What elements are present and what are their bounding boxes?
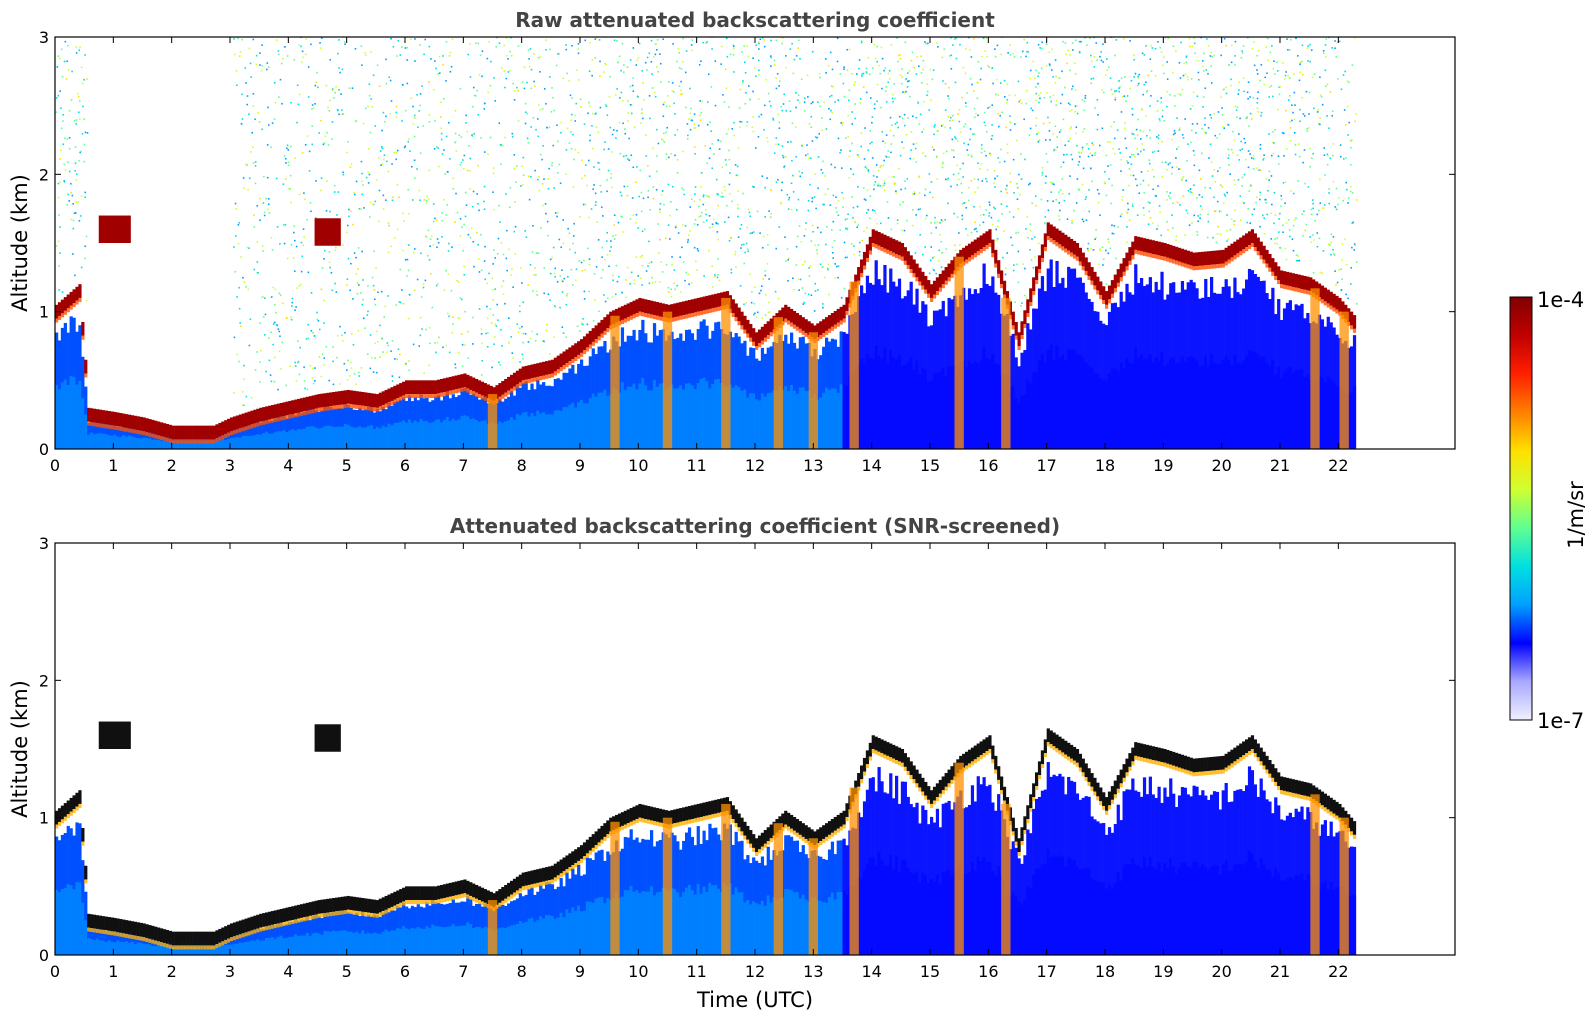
top-x-tick-label-0: 0 — [50, 456, 60, 475]
bottom-y-axis-label: Altitude (km) — [8, 680, 32, 818]
bottom-x-tick-label-18: 18 — [1095, 962, 1115, 981]
bottom-x-tick-label-17: 17 — [1036, 962, 1056, 981]
bottom-x-tick-label-21: 21 — [1270, 962, 1290, 981]
top-x-tick-label-5: 5 — [342, 456, 352, 475]
bottom-y-ticks: 0 1 2 3 — [39, 534, 1455, 965]
top-x-tick-label-22: 22 — [1328, 456, 1348, 475]
bottom-x-tick-label-1: 1 — [108, 962, 118, 981]
bottom-heatmap — [55, 721, 1357, 955]
top-heatmap — [55, 37, 1358, 449]
colorbar-max-label: 1e-4 — [1537, 288, 1584, 312]
top-x-tick-label-1: 1 — [108, 456, 118, 475]
bottom-y-tick-label-0: 0 — [39, 946, 49, 965]
colorbar-unit-label: 1/m/sr — [1564, 481, 1588, 549]
top-x-tick-label-8: 8 — [517, 456, 527, 475]
top-x-ticks: 0 1 2 3 4 5 6 7 8 9 10 11 12 13 14 15 16 17 18 19 20 21 22 — [50, 37, 1349, 475]
x-axis-label: Time (UTC) — [696, 988, 813, 1012]
top-x-tick-label-16: 16 — [978, 456, 998, 475]
bottom-x-tick-label-2: 2 — [167, 962, 177, 981]
top-x-tick-label-12: 12 — [745, 456, 765, 475]
top-x-tick-label-19: 19 — [1153, 456, 1173, 475]
top-y-tick-label-3: 3 — [39, 28, 49, 47]
bottom-x-tick-label-11: 11 — [686, 962, 706, 981]
bottom-y-tick-label-3: 3 — [39, 534, 49, 553]
bottom-x-ticks: 0 1 2 3 4 5 6 7 8 9 10 11 12 13 14 15 16 17 18 19 20 21 22 — [50, 543, 1349, 981]
bottom-x-tick-label-3: 3 — [225, 962, 235, 981]
colorbar-min-label: 1e-7 — [1537, 709, 1584, 733]
bottom-x-tick-label-8: 8 — [517, 962, 527, 981]
top-x-tick-label-9: 9 — [575, 456, 585, 475]
bottom-x-tick-label-5: 5 — [342, 962, 352, 981]
colorbar: 1e-4 1e-7 1/m/sr — [1509, 288, 1588, 733]
bottom-x-tick-label-10: 10 — [628, 962, 648, 981]
bottom-x-tick-label-9: 9 — [575, 962, 585, 981]
bottom-x-tick-label-13: 13 — [803, 962, 823, 981]
bottom-x-tick-label-4: 4 — [283, 962, 293, 981]
bottom-x-tick-label-20: 20 — [1211, 962, 1231, 981]
top-x-tick-label-14: 14 — [861, 456, 881, 475]
top-x-tick-label-3: 3 — [225, 456, 235, 475]
bottom-x-tick-label-15: 15 — [920, 962, 940, 981]
top-y-axis-label: Altitude (km) — [8, 174, 32, 312]
bottom-panel: Attenuated backscattering coefficient (S… — [8, 514, 1456, 1012]
bottom-x-tick-label-16: 16 — [978, 962, 998, 981]
top-y-tick-label-1: 1 — [39, 303, 49, 322]
top-x-tick-label-18: 18 — [1095, 456, 1115, 475]
top-panel: Raw attenuated backscattering coefficien… — [8, 8, 1456, 475]
top-y-tick-label-2: 2 — [39, 165, 49, 184]
bottom-panel-title: Attenuated backscattering coefficient (S… — [450, 514, 1060, 538]
top-x-tick-label-6: 6 — [400, 456, 410, 475]
bottom-x-tick-label-7: 7 — [458, 962, 468, 981]
bottom-x-tick-label-22: 22 — [1328, 962, 1348, 981]
top-x-tick-label-17: 17 — [1036, 456, 1056, 475]
top-x-tick-label-2: 2 — [167, 456, 177, 475]
bottom-x-tick-label-12: 12 — [745, 962, 765, 981]
top-x-tick-label-21: 21 — [1270, 456, 1290, 475]
bottom-x-tick-label-6: 6 — [400, 962, 410, 981]
top-x-tick-label-7: 7 — [458, 456, 468, 475]
bottom-x-tick-label-0: 0 — [50, 962, 60, 981]
top-y-ticks: 0 1 2 3 — [39, 28, 1455, 459]
top-x-tick-label-10: 10 — [628, 456, 648, 475]
top-x-tick-label-13: 13 — [803, 456, 823, 475]
colorbar-gradient — [1509, 296, 1533, 721]
top-panel-title: Raw attenuated backscattering coefficien… — [515, 8, 995, 32]
bottom-x-tick-label-14: 14 — [861, 962, 881, 981]
top-x-tick-label-15: 15 — [920, 456, 940, 475]
bottom-y-tick-label-2: 2 — [39, 671, 49, 690]
top-y-tick-label-0: 0 — [39, 440, 49, 459]
top-x-tick-label-11: 11 — [686, 456, 706, 475]
top-x-tick-label-20: 20 — [1211, 456, 1231, 475]
bottom-x-tick-label-19: 19 — [1153, 962, 1173, 981]
top-x-tick-label-4: 4 — [283, 456, 293, 475]
bottom-y-tick-label-1: 1 — [39, 809, 49, 828]
